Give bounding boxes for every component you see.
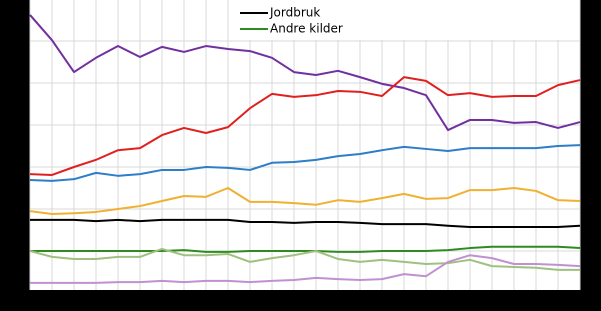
series-line bbox=[29, 144, 581, 182]
series-line bbox=[30, 254, 581, 284]
legend-box bbox=[235, 0, 577, 40]
legend-label: Jordbruk bbox=[269, 6, 320, 20]
series-line bbox=[30, 245, 581, 253]
series-line bbox=[30, 218, 581, 229]
series-line bbox=[29, 14, 581, 132]
series-line bbox=[29, 187, 581, 216]
legend-label: Andre kilder bbox=[270, 22, 343, 36]
series-line bbox=[29, 247, 580, 271]
series-line bbox=[29, 76, 581, 176]
